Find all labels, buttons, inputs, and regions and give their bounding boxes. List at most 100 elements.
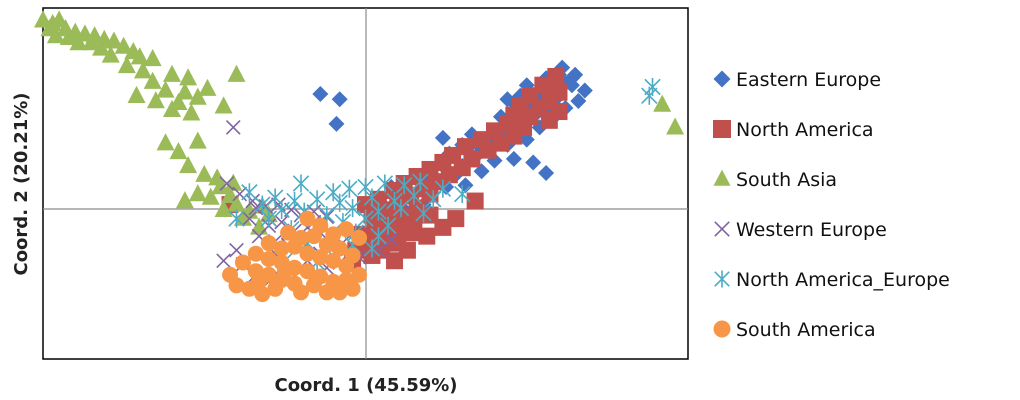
- data-point: [305, 277, 322, 294]
- data-point: [299, 263, 316, 280]
- data-point: [505, 150, 522, 167]
- data-point: [127, 85, 146, 103]
- data-point: [312, 85, 329, 102]
- data-point: [104, 31, 123, 49]
- data-point: [299, 245, 316, 262]
- legend-label: South America: [736, 319, 876, 341]
- data-point: [383, 232, 399, 248]
- legend-item: North America_Europe: [714, 269, 950, 291]
- data-point: [254, 195, 271, 214]
- x-axis-title: Coord. 1 (45.59%): [274, 375, 457, 396]
- data-point: [370, 202, 387, 221]
- data-point: [260, 235, 277, 252]
- legend-label: Western Europe: [736, 219, 887, 241]
- data-point: [214, 96, 233, 114]
- legend-item: Eastern Europe: [713, 69, 881, 91]
- legend-item: South America: [713, 319, 876, 341]
- data-point: [69, 33, 88, 51]
- data-point: [179, 156, 198, 174]
- data-point: [357, 178, 374, 197]
- data-point: [222, 266, 239, 283]
- data-point: [331, 284, 348, 301]
- data-point: [179, 68, 198, 86]
- data-point: [398, 241, 416, 259]
- data-point: [175, 191, 194, 209]
- data-point: [392, 199, 410, 218]
- data-point: [133, 61, 152, 79]
- data-point: [299, 210, 316, 227]
- data-point: [312, 249, 329, 266]
- legend-marker: [714, 270, 730, 288]
- data-point: [182, 103, 201, 121]
- data-point: [418, 227, 436, 245]
- data-point: [325, 183, 342, 202]
- data-point: [214, 199, 233, 218]
- data-point: [421, 185, 439, 203]
- data-point: [434, 218, 452, 236]
- data-point: [538, 164, 555, 181]
- data-point: [143, 71, 162, 89]
- data-point: [143, 48, 162, 67]
- data-point: [447, 210, 465, 228]
- data-point: [570, 93, 587, 110]
- data-point: [227, 64, 246, 82]
- legend-marker: [713, 320, 731, 338]
- legend-label: Eastern Europe: [736, 69, 881, 91]
- legend: Eastern Europe North America South Asia Wes…: [713, 69, 950, 341]
- data-point: [454, 185, 471, 204]
- data-point: [338, 257, 355, 274]
- data-point: [169, 142, 188, 160]
- data-point: [114, 36, 133, 54]
- data-point: [225, 119, 241, 135]
- data-point: [408, 199, 426, 217]
- data-point: [576, 82, 593, 99]
- data-point: [242, 211, 257, 226]
- data-point: [499, 91, 516, 108]
- data-point: [188, 131, 207, 149]
- data-point: [254, 286, 271, 303]
- data-point: [534, 76, 552, 94]
- data-point: [344, 199, 361, 218]
- data-point: [412, 172, 429, 191]
- data-point: [453, 159, 471, 177]
- data-point: [273, 200, 290, 219]
- legend-label: North America_Europe: [736, 269, 950, 291]
- data-point: [338, 221, 355, 238]
- data-point: [198, 78, 217, 96]
- data-point: [351, 229, 368, 246]
- data-point: [363, 239, 381, 258]
- data-point: [260, 250, 277, 267]
- data-point: [305, 228, 322, 245]
- data-point: [338, 272, 355, 289]
- data-point: [666, 117, 685, 135]
- data-point: [641, 86, 658, 105]
- data-point: [525, 154, 542, 171]
- data-point: [328, 115, 345, 132]
- data-point: [228, 209, 245, 228]
- data-point: [286, 238, 303, 255]
- data-point: [318, 284, 335, 301]
- data-point: [273, 240, 290, 257]
- data-point: [232, 186, 248, 202]
- data-point: [331, 91, 348, 108]
- data-point: [175, 82, 194, 100]
- data-point: [280, 224, 297, 241]
- data-point: [479, 141, 497, 159]
- data-point: [653, 94, 672, 112]
- data-point: [156, 80, 175, 98]
- data-point: [251, 273, 268, 290]
- data-point: [293, 284, 309, 301]
- data-point: [101, 45, 120, 63]
- data-point: [117, 56, 136, 74]
- data-point: [92, 38, 111, 56]
- data-point: [195, 164, 214, 182]
- data-point: [245, 193, 260, 209]
- data-point: [211, 177, 230, 195]
- data-point: [376, 174, 394, 193]
- data-point: [434, 129, 451, 146]
- data-point: [188, 87, 207, 105]
- data-point: [363, 188, 381, 207]
- legend-marker: [714, 221, 730, 237]
- data-point: [402, 224, 420, 242]
